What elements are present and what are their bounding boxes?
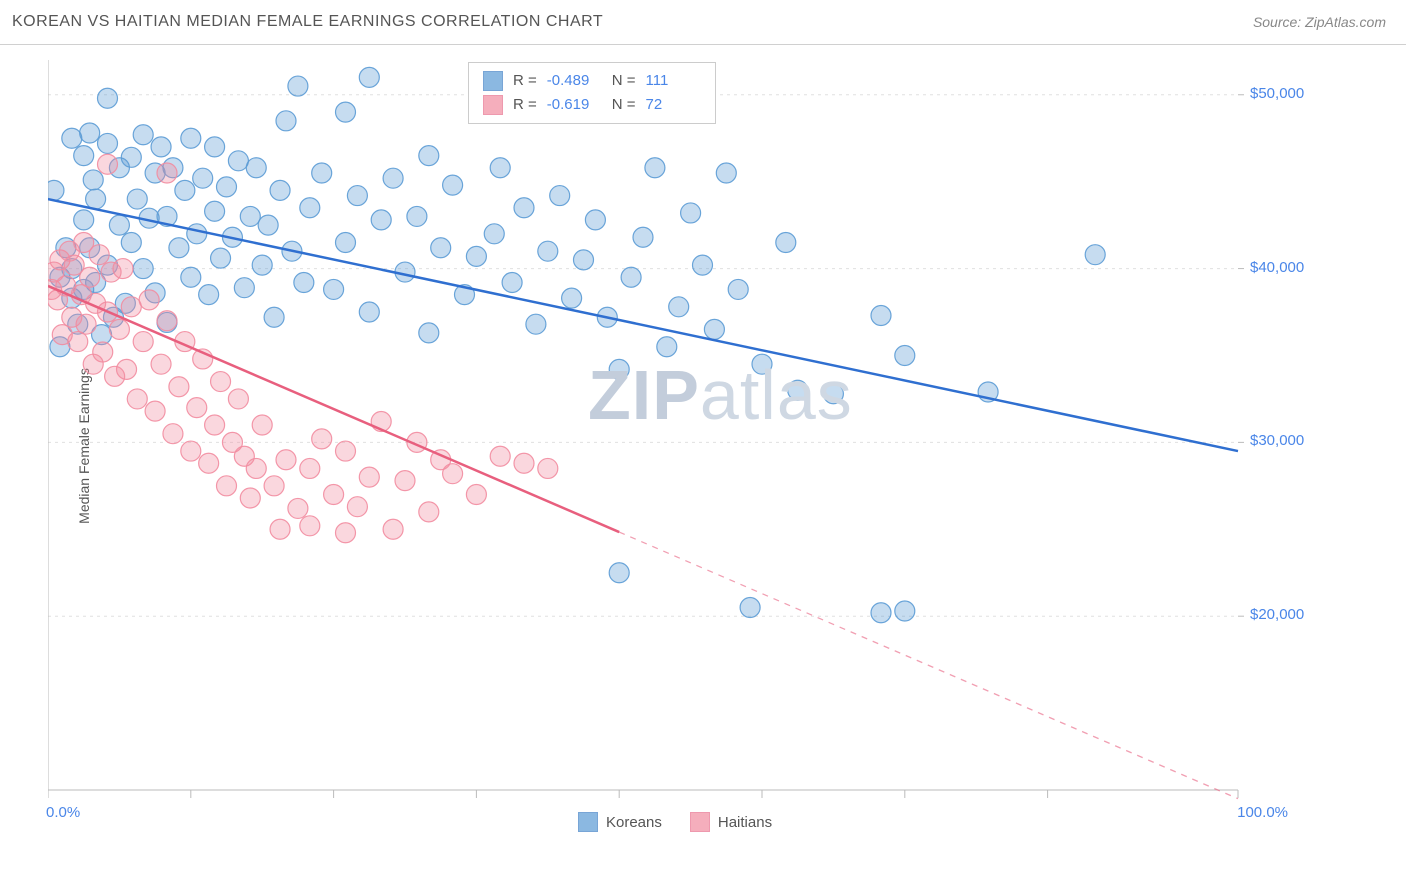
- y-tick-label: $30,000: [1250, 432, 1330, 449]
- swatch-koreans-icon: [578, 812, 598, 832]
- source-attribution: Source: ZipAtlas.com: [1253, 14, 1386, 30]
- plot-area: ZIPatlas R = -0.489 N = 111 R = -0.619 N…: [48, 60, 1318, 830]
- chart-title: KOREAN VS HAITIAN MEDIAN FEMALE EARNINGS…: [12, 13, 603, 31]
- x-tick-label: 0.0%: [46, 804, 80, 821]
- legend-label-koreans: Koreans: [606, 814, 662, 831]
- y-tick-label: $50,000: [1250, 85, 1330, 102]
- y-tick-label: $40,000: [1250, 259, 1330, 276]
- r-value-koreans: -0.489: [547, 69, 602, 93]
- stats-row-koreans: R = -0.489 N = 111: [483, 69, 701, 93]
- x-tick-label: 100.0%: [1218, 804, 1288, 821]
- swatch-haitians: [483, 95, 503, 115]
- series-legend: Koreans Haitians: [578, 812, 772, 832]
- r-value-haitians: -0.619: [547, 93, 602, 117]
- swatch-haitians-icon: [690, 812, 710, 832]
- r-label: R =: [513, 69, 537, 93]
- n-value-koreans: 111: [646, 69, 701, 93]
- scatter-chart: [48, 60, 1318, 830]
- y-tick-label: $20,000: [1250, 606, 1330, 623]
- swatch-koreans: [483, 71, 503, 91]
- legend-label-haitians: Haitians: [718, 814, 772, 831]
- stats-row-haitians: R = -0.619 N = 72: [483, 93, 701, 117]
- r-label: R =: [513, 93, 537, 117]
- n-label: N =: [612, 93, 636, 117]
- legend-item-koreans: Koreans: [578, 812, 662, 832]
- stats-legend: R = -0.489 N = 111 R = -0.619 N = 72: [468, 62, 716, 124]
- legend-item-haitians: Haitians: [690, 812, 772, 832]
- n-label: N =: [612, 69, 636, 93]
- n-value-haitians: 72: [646, 93, 701, 117]
- chart-header: KOREAN VS HAITIAN MEDIAN FEMALE EARNINGS…: [0, 0, 1406, 45]
